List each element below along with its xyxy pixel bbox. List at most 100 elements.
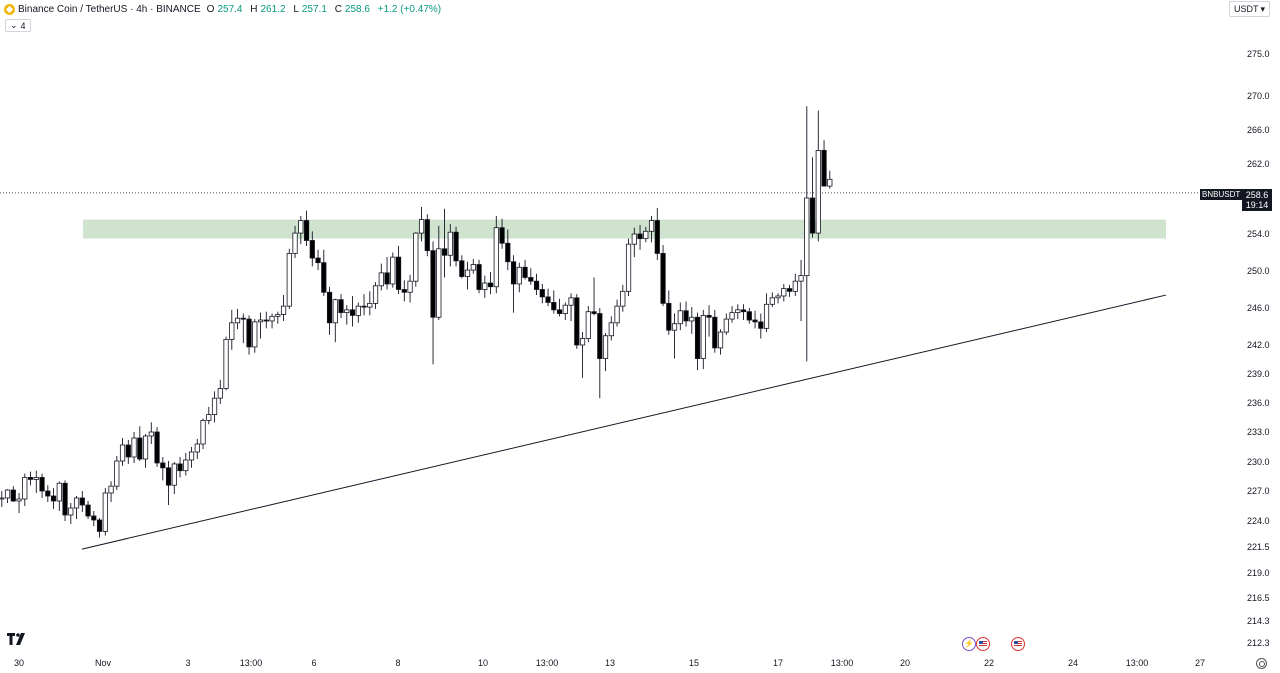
candle-body [510,261,517,285]
candle-body [378,272,384,287]
candle [786,284,793,297]
currency-selector[interactable]: USDT ▾ [1228,1,1270,17]
symbol-title[interactable]: Binance Coin / TetherUS · 4h · BINANCE [18,3,201,15]
candle-body [315,257,321,264]
candle-body [827,178,833,187]
trendline[interactable] [81,294,1167,550]
price-tick-label: 219.0 [1247,568,1270,578]
bolt-event-icon[interactable]: ⚡ [962,637,976,651]
candle-body [424,219,430,252]
time-tick-label: 13 [605,658,615,668]
tradingview-logo-icon[interactable] [7,633,29,645]
high-value: 261.2 [260,3,286,15]
candle [579,332,586,378]
candle [758,313,764,339]
candle-body [516,266,522,285]
candle-body [528,277,534,282]
candle-body [16,498,22,502]
candle-body [45,490,51,497]
price-tick-label: 224.0 [1247,516,1270,526]
candle [33,470,39,493]
candle-body [349,309,356,316]
us-flag-event-icon[interactable] [1011,637,1025,651]
candle [407,274,413,303]
candle [436,225,442,321]
candle [96,518,103,538]
candle [568,293,574,321]
candle-body [137,437,143,460]
candle [746,308,752,324]
bar-countdown: 19:14 [1245,200,1269,210]
candle [50,488,57,509]
candle [108,481,114,502]
candle [487,271,494,295]
price-tick-label: 266.0 [1247,125,1270,135]
close-value: 258.6 [344,3,370,15]
ohlc-values: O 257.4 H 261.2 L 257.1 C 258.6 +1.2 (+0.47%… [207,4,446,15]
candle-body [585,311,591,339]
candle-body [344,309,350,314]
candle-body [298,220,304,234]
chevron-down-icon: ⌄ [10,20,18,30]
candle-body [183,459,189,472]
candle-body [614,305,620,324]
candle [372,282,379,309]
candle [326,286,333,335]
collapse-indicators-button[interactable]: ⌄ 4 [5,19,31,32]
candle [321,249,327,296]
candle-body [0,497,5,500]
candle-body [597,313,603,359]
resistance-zone[interactable] [83,219,1166,239]
candle [712,309,718,353]
candle [361,294,367,316]
time-tick-label: 6 [311,658,316,668]
candle [280,295,287,321]
candle [286,248,292,309]
candle [119,438,126,466]
candle [183,453,189,476]
candle-body [102,492,108,532]
gear-icon[interactable] [1256,658,1267,669]
candle-body [792,280,798,292]
candle-body [114,460,120,487]
candle [556,298,563,317]
candle [700,309,706,370]
price-tick-label: 236.0 [1247,398,1270,408]
candle [614,299,620,327]
time-tick-label: 27 [1195,658,1205,668]
candle-body [338,299,344,314]
candle-body [637,233,643,240]
time-axis[interactable]: 30 Nov 3 13:00 6 8 10 13:00 13 15 17 13:00 20 22 24 13:… [14,658,1205,668]
candle-body [50,495,57,502]
candle-body [303,220,310,241]
candle-body [148,431,154,437]
candle-body [96,519,103,532]
candle [188,447,195,468]
candle [453,226,459,267]
candle [4,489,11,503]
candle-body [545,296,551,303]
candle-body [735,309,741,314]
candle [16,493,22,513]
candle [22,473,28,506]
candle [648,216,655,243]
candle [413,232,419,287]
candle [114,456,120,491]
price-axis[interactable]: 275.0270.0266.0262.0258.0254.0250.0246.0… [1247,49,1270,648]
candle-body [493,227,499,288]
candle-body [280,305,287,315]
candle-body [798,275,804,282]
candle [378,263,384,291]
candle-body [539,289,545,298]
us-flag-event-icon[interactable] [976,637,990,651]
candle-body [326,291,333,324]
candle [591,277,597,316]
candle-body [39,477,45,492]
candle [424,214,430,257]
candle-body [372,285,379,304]
high-label: H [250,3,258,15]
candle-body [574,297,580,346]
candle-body [407,280,413,293]
